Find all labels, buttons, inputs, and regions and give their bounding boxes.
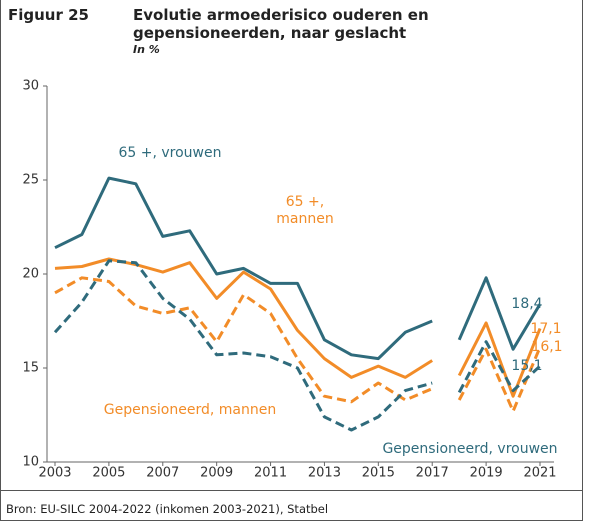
separator <box>0 490 583 491</box>
chart-title: Evolutie armoederisico ouderen en gepens… <box>133 6 429 42</box>
series-label: Gepensioneerd, mannen <box>103 402 277 418</box>
value-label: 17,1 <box>530 321 561 337</box>
y-tick-label: 10 <box>22 455 39 470</box>
x-tick-label: 2005 <box>92 466 125 481</box>
x-tick-label: 2009 <box>200 466 233 481</box>
y-tick-label: 15 <box>22 361 39 376</box>
series-line <box>54 176 542 361</box>
x-tick-label: 2013 <box>308 466 341 481</box>
x-tick-label: 2021 <box>523 466 556 481</box>
y-tick-label: 30 <box>22 79 39 94</box>
chart-subtitle: In % <box>133 43 160 56</box>
series-line <box>54 276 542 413</box>
figure-label: Figuur 25 <box>8 6 89 24</box>
x-tick-label: 2007 <box>146 466 179 481</box>
value-label: 18,4 <box>511 296 542 312</box>
y-tick-label: 25 <box>22 173 39 188</box>
y-tick-label: 20 <box>22 267 39 282</box>
series-label: 65 +, mannen <box>276 194 334 227</box>
frame <box>0 0 583 521</box>
x-tick-label: 2019 <box>470 466 503 481</box>
x-tick-label: 2003 <box>38 466 71 481</box>
series-label: 65 +, vrouwen <box>118 145 222 161</box>
source: Bron: EU-SILC 2004-2022 (inkomen 2003-20… <box>6 502 329 516</box>
series-label: Gepensioneerd, vrouwen <box>382 441 558 457</box>
x-tick-label: 2011 <box>254 466 287 481</box>
x-tick-label: 2015 <box>362 466 395 481</box>
value-label: 15,1 <box>511 358 542 374</box>
series-line <box>53 259 542 432</box>
value-label: 16,1 <box>531 339 562 355</box>
x-tick-label: 2017 <box>416 466 449 481</box>
